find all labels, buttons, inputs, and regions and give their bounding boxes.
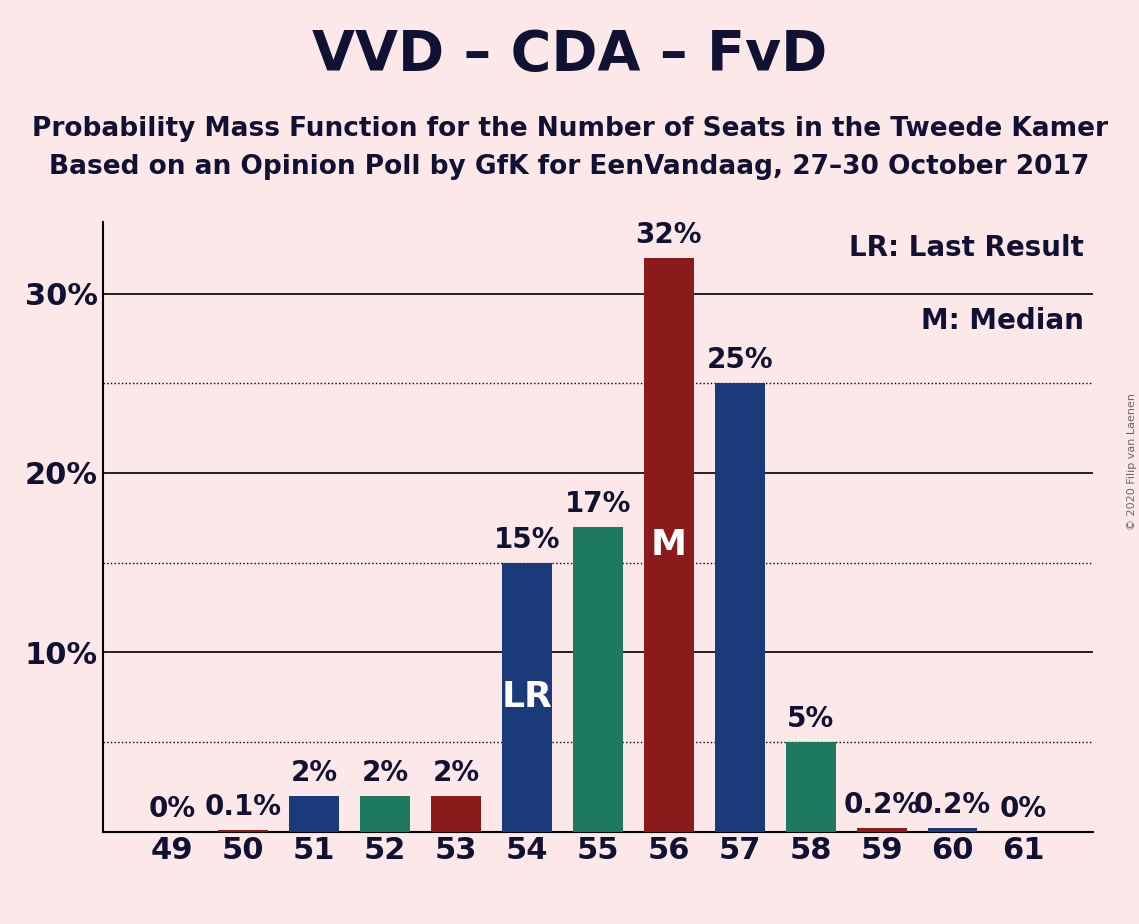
Bar [573,527,623,832]
Text: 2%: 2% [433,759,480,786]
Text: Probability Mass Function for the Number of Seats in the Tweede Kamer: Probability Mass Function for the Number… [32,116,1107,141]
Bar [502,563,552,832]
Text: © 2020 Filip van Laenen: © 2020 Filip van Laenen [1126,394,1137,530]
Text: 32%: 32% [636,221,702,249]
Bar [644,258,694,832]
Text: 0.1%: 0.1% [205,793,281,821]
Bar [928,828,977,832]
Text: 2%: 2% [290,759,338,786]
Bar [786,742,836,832]
Text: 0%: 0% [1000,795,1047,822]
Bar [715,383,764,832]
Text: 5%: 5% [787,705,835,733]
Text: M: Median: M: Median [920,307,1083,335]
Text: LR: Last Result: LR: Last Result [849,234,1083,262]
Text: 0.2%: 0.2% [915,791,991,819]
Text: LR: LR [501,680,552,714]
Text: 17%: 17% [565,490,631,517]
Text: 15%: 15% [494,526,560,553]
Bar [219,830,268,832]
Text: 0%: 0% [149,795,196,822]
Text: 25%: 25% [706,346,773,374]
Bar [289,796,339,832]
Text: 2%: 2% [361,759,409,786]
Text: 0.2%: 0.2% [843,791,920,819]
Bar [857,828,907,832]
Text: Based on an Opinion Poll by GfK for EenVandaag, 27–30 October 2017: Based on an Opinion Poll by GfK for EenV… [49,154,1090,180]
Bar [432,796,481,832]
Text: VVD – CDA – FvD: VVD – CDA – FvD [312,28,827,81]
Text: M: M [650,528,687,562]
Bar [360,796,410,832]
